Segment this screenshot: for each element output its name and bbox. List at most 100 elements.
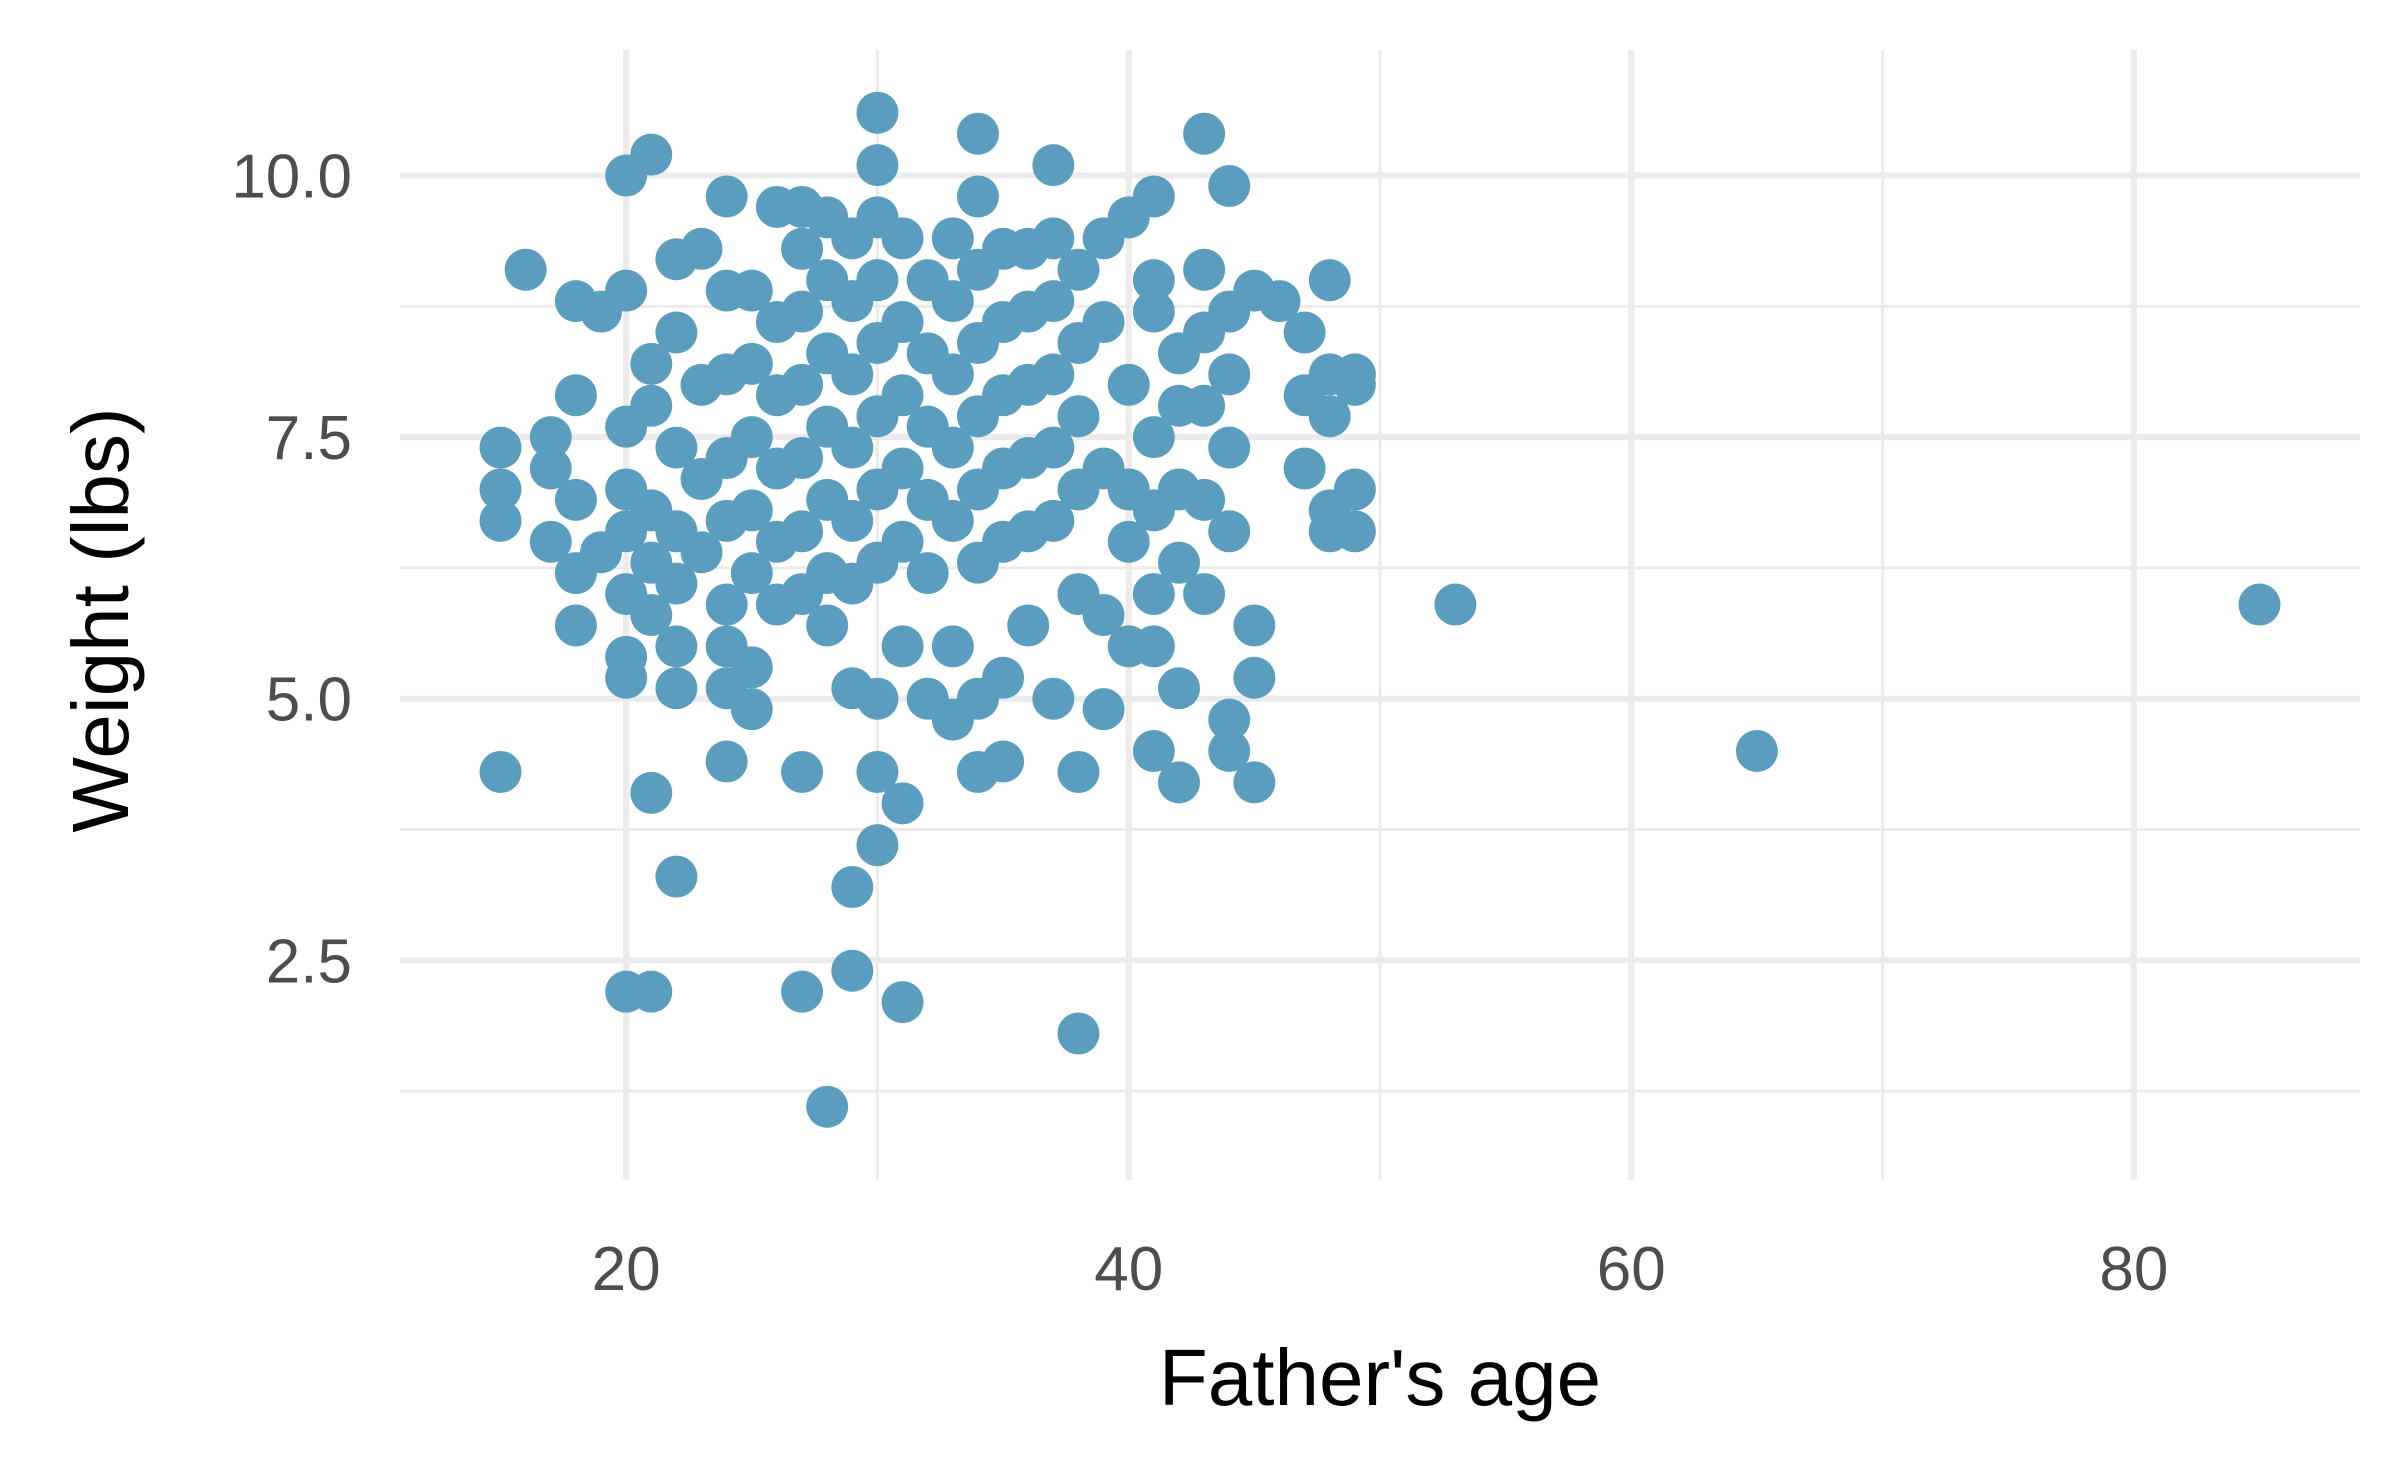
data-point: [831, 866, 874, 909]
data-point: [1082, 301, 1125, 344]
data-point: [881, 520, 924, 563]
data-point: [1333, 510, 1376, 553]
data-point: [1132, 416, 1175, 459]
data-point: [931, 426, 974, 469]
data-point: [1132, 290, 1175, 333]
data-point: [1208, 698, 1251, 741]
data-point: [630, 342, 673, 385]
data-point: [1132, 259, 1175, 302]
data-point: [831, 949, 874, 992]
data-point: [705, 740, 748, 783]
data-point: [956, 175, 999, 218]
data-point: [479, 426, 522, 469]
data-point: [1157, 667, 1200, 710]
data-point: [781, 750, 824, 793]
data-point: [1157, 761, 1200, 804]
y-tick-label: 10.0: [231, 143, 352, 212]
data-point: [881, 374, 924, 417]
data-point: [730, 489, 773, 532]
data-point: [630, 384, 673, 427]
y-tick-label: 7.5: [266, 404, 352, 473]
data-point: [856, 677, 899, 720]
data-point: [1032, 217, 1075, 260]
data-point: [605, 656, 648, 699]
data-point: [630, 133, 673, 176]
data-point: [1007, 604, 1050, 647]
data-point: [1183, 384, 1226, 427]
data-point: [1208, 730, 1251, 773]
data-point: [1233, 656, 1276, 699]
data-point: [881, 782, 924, 825]
data-point: [781, 437, 824, 480]
data-point: [1032, 280, 1075, 323]
data-point: [1208, 426, 1251, 469]
data-point: [781, 227, 824, 270]
minor-gridlines: [400, 50, 2360, 1180]
data-point: [982, 656, 1025, 699]
data-point: [655, 625, 698, 668]
data-point: [931, 217, 974, 260]
data-points: [479, 91, 2281, 1128]
x-tick-label: 60: [1597, 1235, 1666, 1304]
data-point: [504, 248, 547, 291]
data-point: [730, 416, 773, 459]
data-point: [655, 855, 698, 898]
y-tick-label: 5.0: [266, 666, 352, 735]
data-point: [1032, 677, 1075, 720]
data-point: [856, 750, 899, 793]
x-axis-title: Father's age: [1159, 1333, 1601, 1422]
data-point: [605, 269, 648, 312]
data-point: [705, 175, 748, 218]
y-axis-title: Weight (lbs): [56, 407, 145, 832]
data-point: [2238, 583, 2281, 626]
data-point: [856, 824, 899, 867]
data-point: [1157, 541, 1200, 584]
data-point: [1208, 353, 1251, 396]
data-point: [554, 478, 597, 521]
data-point: [1308, 395, 1351, 438]
x-tick-label: 20: [592, 1235, 661, 1304]
data-point: [655, 562, 698, 605]
data-point: [655, 426, 698, 469]
data-point: [881, 625, 924, 668]
data-point: [1183, 248, 1226, 291]
data-point: [1333, 468, 1376, 511]
data-point: [931, 280, 974, 323]
data-point: [1032, 353, 1075, 396]
data-point: [1183, 112, 1226, 155]
data-point: [1057, 1012, 1100, 1055]
data-point: [1434, 583, 1477, 626]
data-point: [1258, 280, 1301, 323]
data-point: [781, 290, 824, 333]
data-point: [881, 301, 924, 344]
data-point: [630, 771, 673, 814]
data-point: [1308, 259, 1351, 302]
data-point: [1132, 573, 1175, 616]
data-point: [655, 311, 698, 354]
data-point: [529, 447, 572, 490]
data-point: [655, 667, 698, 710]
x-tick-label: 80: [2099, 1235, 2168, 1304]
data-point: [1132, 175, 1175, 218]
data-point: [529, 416, 572, 459]
x-axis-tick-labels: 20 40 60 80: [592, 1235, 2169, 1304]
data-point: [856, 144, 899, 187]
data-point: [730, 646, 773, 689]
data-point: [831, 426, 874, 469]
data-point: [479, 468, 522, 511]
data-point: [982, 740, 1025, 783]
data-point: [1233, 761, 1276, 804]
data-point: [881, 217, 924, 260]
data-point: [956, 112, 999, 155]
data-point: [856, 259, 899, 302]
data-point: [1233, 604, 1276, 647]
data-point: [1283, 447, 1326, 490]
data-point: [1183, 478, 1226, 521]
data-point: [1132, 730, 1175, 773]
data-point: [831, 499, 874, 542]
data-point: [781, 970, 824, 1013]
data-point: [680, 227, 723, 270]
data-point: [730, 342, 773, 385]
data-point: [806, 604, 849, 647]
